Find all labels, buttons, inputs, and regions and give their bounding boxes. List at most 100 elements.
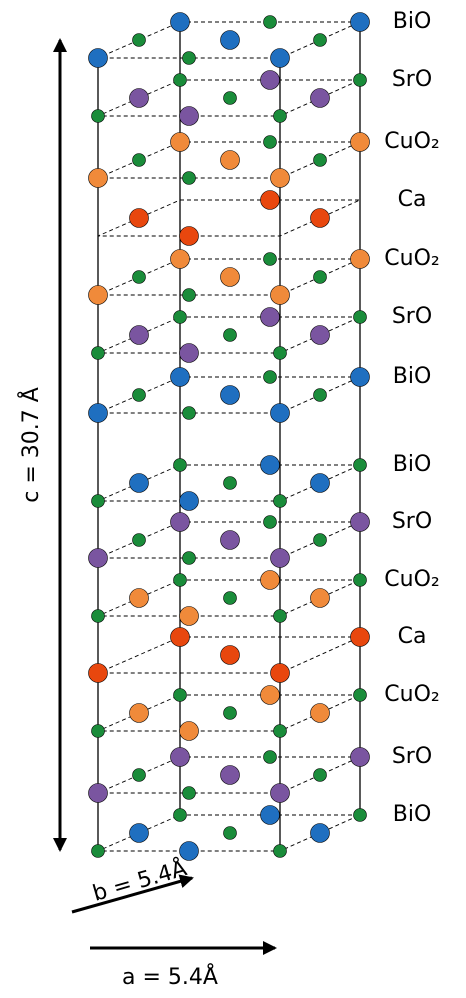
layer-labels: BiO SrO CuO₂ Ca CuO₂ SrO BiO BiO SrO CuO₂ Ca CuO₂ Sr… (384, 9, 439, 827)
cation-atom (88, 783, 108, 803)
oxygen-atom (132, 768, 146, 782)
oxygen-atom (353, 310, 367, 324)
layer-label: SrO (392, 304, 432, 329)
cation-atom (310, 588, 330, 608)
oxygen-atom (353, 808, 367, 822)
b-arrow (71, 874, 194, 914)
oxygen-atom (353, 688, 367, 702)
oxygen-atom (273, 724, 287, 738)
cation-atom (129, 823, 149, 843)
oxygen-atom (263, 252, 277, 266)
layer-label: SrO (392, 744, 432, 769)
cation-atom (170, 132, 190, 152)
oxygen-atom (182, 406, 196, 420)
oxygen-atom (353, 573, 367, 587)
cation-atom (260, 307, 280, 327)
oxygen-atom (132, 533, 146, 547)
cation-atom (270, 783, 290, 803)
oxygen-atom (223, 476, 237, 490)
cation-atom (129, 325, 149, 345)
oxygen-atom (273, 844, 287, 858)
cation-atom (350, 747, 370, 767)
cation-atom (129, 473, 149, 493)
b-label: b = 5.4Å (90, 854, 190, 907)
oxygen-atom (182, 551, 196, 565)
cation-atom (129, 208, 149, 228)
cation-atom (260, 805, 280, 825)
cell-edges (97, 22, 361, 852)
oxygen-atom (91, 346, 105, 360)
cation-atom (220, 267, 240, 287)
oxygen-atom (353, 73, 367, 87)
oxygen-atom (263, 515, 277, 529)
cation-atom (88, 403, 108, 423)
cation-atom (129, 588, 149, 608)
cation-atom (179, 491, 199, 511)
cation-atom (179, 106, 199, 126)
cation-atom (220, 645, 240, 665)
cation-atom (129, 88, 149, 108)
cation-atom (220, 385, 240, 405)
oxygen-atom (263, 750, 277, 764)
oxygen-atom (173, 808, 187, 822)
cation-atom (170, 249, 190, 269)
cation-atom (88, 168, 108, 188)
cation-atom (170, 747, 190, 767)
layer-label: BiO (393, 452, 432, 477)
oxygen-atom (91, 724, 105, 738)
cation-atom (220, 30, 240, 50)
oxygen-atom (313, 533, 327, 547)
cation-atom (260, 70, 280, 90)
layer-label: CuO₂ (384, 567, 439, 592)
cation-atom (170, 367, 190, 387)
cation-atom (350, 367, 370, 387)
cation-atom (350, 627, 370, 647)
cation-atom (270, 403, 290, 423)
c-label: c = 30.7 Å (17, 387, 44, 503)
cation-atom (260, 685, 280, 705)
atoms (88, 12, 370, 861)
oxygen-atom (173, 310, 187, 324)
oxygen-atom (263, 370, 277, 384)
cation-atom (310, 473, 330, 493)
oxygen-atom (91, 609, 105, 623)
oxygen-atom (273, 609, 287, 623)
cation-atom (170, 12, 190, 32)
cation-atom (170, 627, 190, 647)
oxygen-atom (313, 768, 327, 782)
oxygen-atom (273, 494, 287, 508)
layer-label: BiO (393, 9, 432, 34)
cation-atom (270, 663, 290, 683)
oxygen-atom (132, 388, 146, 402)
oxygen-atom (91, 109, 105, 123)
oxygen-atom (182, 51, 196, 65)
cation-atom (350, 132, 370, 152)
layer-label: BiO (393, 364, 432, 389)
layer-label: SrO (392, 67, 432, 92)
cation-atom (260, 570, 280, 590)
oxygen-atom (173, 458, 187, 472)
oxygen-atom (273, 109, 287, 123)
oxygen-atom (313, 388, 327, 402)
cation-atom (220, 530, 240, 550)
cation-atom (310, 325, 330, 345)
oxygen-atom (173, 73, 187, 87)
oxygen-atom (223, 826, 237, 840)
cation-atom (350, 12, 370, 32)
cation-atom (350, 512, 370, 532)
oxygen-atom (182, 171, 196, 185)
oxygen-atom (132, 153, 146, 167)
layer-label: Ca (398, 624, 427, 649)
oxygen-atom (132, 270, 146, 284)
oxygen-atom (132, 33, 146, 47)
oxygen-atom (223, 91, 237, 105)
cation-atom (270, 285, 290, 305)
cation-atom (179, 343, 199, 363)
cation-atom (310, 823, 330, 843)
layer-label: BiO (393, 802, 432, 827)
layer-label: SrO (392, 509, 432, 534)
cation-atom (260, 455, 280, 475)
cation-atom (179, 841, 199, 861)
oxygen-atom (313, 33, 327, 47)
